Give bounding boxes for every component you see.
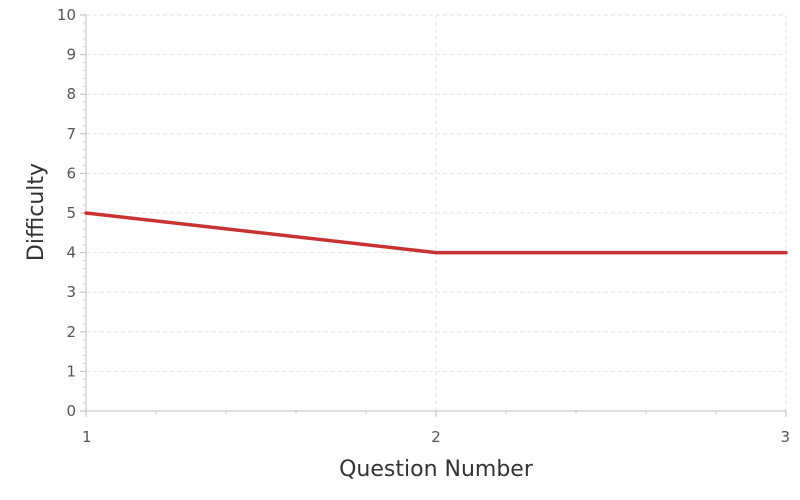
axes [80,14,787,417]
y-tick-label: 2 [66,323,76,341]
series [84,211,788,255]
y-tick-label: 5 [66,204,76,222]
x-axis-title: Question Number [339,457,534,482]
y-tick-label: 3 [66,283,76,301]
y-tick-label: 7 [66,125,76,143]
y-tick-label: 0 [66,402,76,420]
y-tick-label: 6 [66,164,76,182]
y-tick-label: 9 [66,46,76,64]
y-tick-label: 8 [66,85,76,103]
y-tick-label: 4 [66,244,76,262]
y-tick-label: 10 [57,6,76,24]
x-tick-label: 3 [780,428,790,446]
x-tick-label: 2 [431,428,441,446]
series-line [84,211,788,255]
y-axis-title: Difficulty [24,163,49,261]
grid [86,14,787,411]
y-tick-label: 1 [66,362,76,380]
x-tick-label: 1 [82,428,92,446]
